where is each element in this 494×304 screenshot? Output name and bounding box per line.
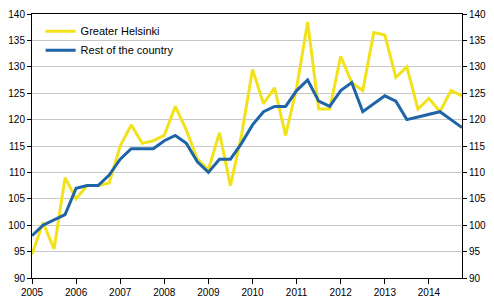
svg-text:140: 140 <box>8 9 25 20</box>
svg-text:2012: 2012 <box>330 287 353 298</box>
svg-text:2014: 2014 <box>418 287 441 298</box>
svg-text:105: 105 <box>8 193 25 204</box>
svg-text:100: 100 <box>8 220 25 231</box>
svg-text:115: 115 <box>9 141 25 152</box>
svg-text:2006: 2006 <box>65 287 88 298</box>
svg-text:2005: 2005 <box>21 287 44 298</box>
svg-text:125: 125 <box>8 88 25 99</box>
svg-text:115: 115 <box>469 141 485 152</box>
svg-text:130: 130 <box>469 61 486 72</box>
svg-text:135: 135 <box>8 35 25 46</box>
svg-text:2007: 2007 <box>109 287 132 298</box>
svg-text:95: 95 <box>469 246 481 257</box>
svg-text:130: 130 <box>8 61 25 72</box>
svg-text:120: 120 <box>8 114 25 125</box>
svg-text:125: 125 <box>469 88 486 99</box>
svg-text:100: 100 <box>469 220 486 231</box>
svg-text:135: 135 <box>469 35 486 46</box>
svg-text:90: 90 <box>469 273 481 284</box>
svg-text:140: 140 <box>469 9 486 20</box>
svg-text:2009: 2009 <box>197 287 220 298</box>
svg-text:105: 105 <box>469 193 486 204</box>
svg-text:120: 120 <box>469 114 486 125</box>
svg-text:110: 110 <box>469 167 485 178</box>
svg-text:90: 90 <box>14 273 26 284</box>
svg-text:2008: 2008 <box>153 287 176 298</box>
svg-text:95: 95 <box>14 246 26 257</box>
svg-text:110: 110 <box>9 167 25 178</box>
svg-text:2011: 2011 <box>286 287 308 298</box>
svg-text:Rest of the country: Rest of the country <box>81 44 174 56</box>
svg-text:2013: 2013 <box>374 287 397 298</box>
svg-text:Greater Helsinki: Greater Helsinki <box>81 25 160 37</box>
svg-text:2010: 2010 <box>241 287 264 298</box>
